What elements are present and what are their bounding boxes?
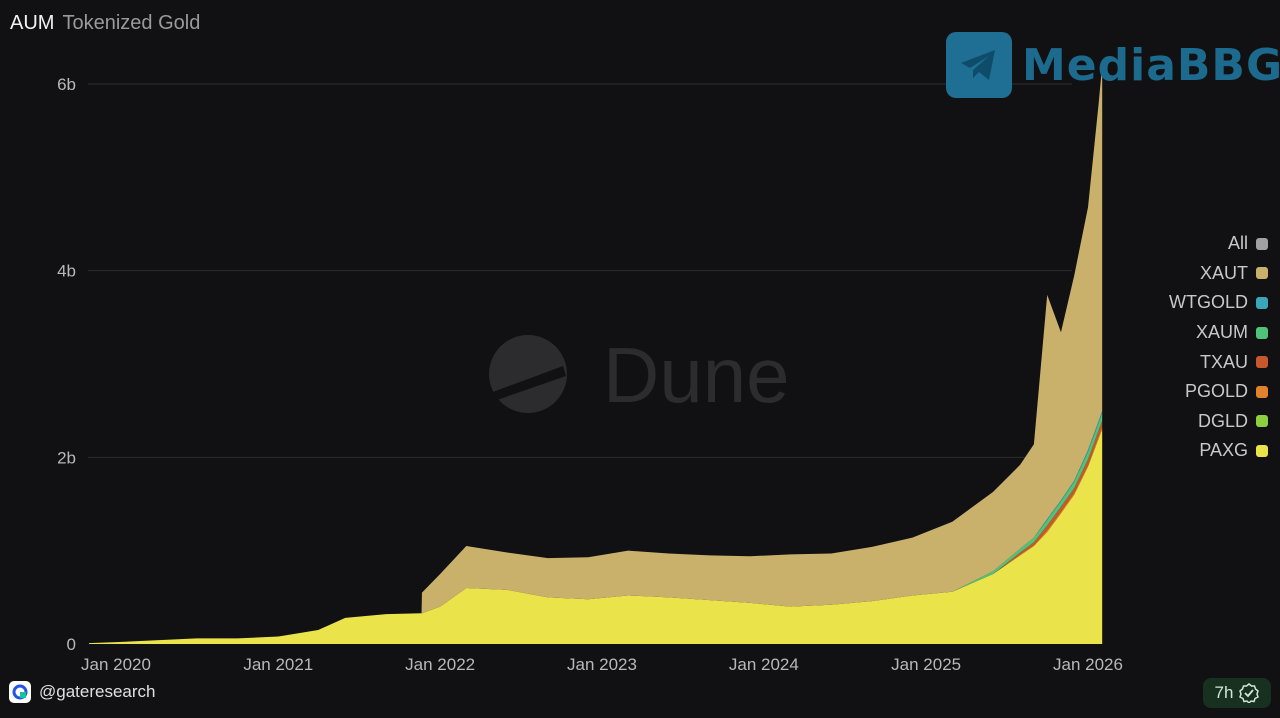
legend-item-txau[interactable]: TXAU <box>1068 347 1268 377</box>
area-series-paxg <box>88 429 1103 644</box>
stacked-areas <box>88 65 1103 644</box>
legend-item-wtgold[interactable]: WTGOLD <box>1068 288 1268 318</box>
dune-watermark: Dune <box>489 331 789 419</box>
dune-logo-icon <box>489 335 567 413</box>
age-text: 7h <box>1214 683 1234 702</box>
x-tick-label: Jan 2023 <box>567 655 637 674</box>
gate-logo-icon <box>9 681 31 703</box>
legend-swatch <box>1256 444 1268 457</box>
legend-item-all[interactable]: All <box>1068 229 1268 259</box>
telegram-icon <box>946 32 1012 98</box>
legend-item-paxg[interactable]: PAXG <box>1068 436 1268 466</box>
legend-swatch <box>1256 267 1268 280</box>
chart-subtitle: Tokenized Gold <box>62 12 201 34</box>
legend-item-pgold[interactable]: PGOLD <box>1068 377 1268 407</box>
legend-label: TXAU <box>1199 351 1248 372</box>
verified-check-icon <box>1239 683 1260 703</box>
footer-author[interactable]: @gateresearch <box>9 681 156 703</box>
y-tick-label: 2b <box>57 448 76 467</box>
legend-label: XAUM <box>1195 322 1248 343</box>
x-tick-label: Jan 2024 <box>729 655 799 674</box>
legend-label: All <box>1227 233 1248 254</box>
age-badge: 7h <box>1203 678 1271 708</box>
legend-item-xaut[interactable]: XAUT <box>1068 259 1268 289</box>
x-tick-label: Jan 2021 <box>243 655 313 674</box>
legend-item-xaum[interactable]: XAUM <box>1068 318 1268 348</box>
x-tick-label: Jan 2022 <box>405 655 475 674</box>
legend-label: WTGOLD <box>1169 292 1248 313</box>
x-tick-label: Jan 2025 <box>891 655 961 674</box>
x-axis-ticks: Jan 2020 Jan 2021 Jan 2022 Jan 2023 Jan 2024… <box>81 655 1123 674</box>
legend-item-dgld[interactable]: DGLD <box>1068 407 1268 437</box>
legend-swatch <box>1256 296 1268 309</box>
legend-swatch <box>1256 237 1268 250</box>
area-series-xaut <box>88 65 1103 644</box>
dune-watermark-text: Dune <box>603 331 789 419</box>
grid-lines <box>88 83 1072 458</box>
legend-swatch <box>1256 415 1268 428</box>
x-tick-label: Jan 2026 <box>1053 655 1123 674</box>
legend-label: PGOLD <box>1184 381 1248 402</box>
legend-swatch <box>1256 356 1268 369</box>
legend: All XAUT WTGOLD XAUM TXAU PGOLD DGLD PAXG <box>1068 229 1268 466</box>
legend-swatch <box>1256 385 1268 398</box>
chart-title-bar: AUM Tokenized Gold <box>10 12 200 35</box>
x-tick-label: Jan 2020 <box>81 655 151 674</box>
legend-label: XAUT <box>1199 262 1248 283</box>
legend-swatch <box>1256 326 1268 339</box>
chart-title: AUM <box>10 12 55 34</box>
y-axis-ticks: 0 2b 4b 6b <box>57 75 76 654</box>
y-tick-label: 4b <box>57 262 76 281</box>
author-handle[interactable]: @gateresearch <box>39 682 156 701</box>
brand-logo: MediaBBG <box>946 31 1280 99</box>
y-tick-label: 0 <box>67 635 76 654</box>
y-tick-label: 6b <box>57 75 76 94</box>
legend-label: DGLD <box>1197 410 1248 431</box>
brand-name: MediaBBG <box>1022 39 1280 91</box>
legend-label: PAXG <box>1199 440 1248 461</box>
